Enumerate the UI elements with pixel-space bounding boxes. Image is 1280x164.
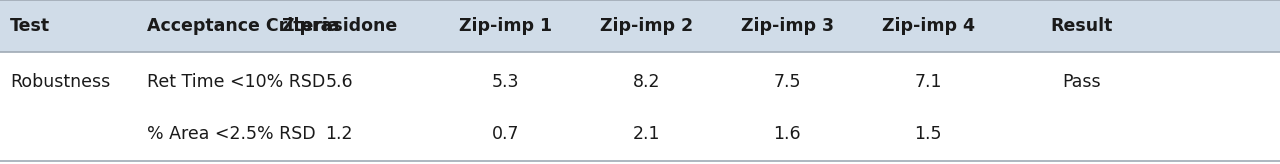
Text: 0.7: 0.7 (492, 125, 520, 144)
Text: Zip-imp 3: Zip-imp 3 (741, 17, 833, 35)
Text: 7.5: 7.5 (773, 73, 801, 91)
Text: Ziprasidone: Ziprasidone (282, 17, 397, 35)
Text: Ret Time <10% RSD: Ret Time <10% RSD (147, 73, 325, 91)
Text: Robustness: Robustness (10, 73, 110, 91)
Text: Zip-imp 4: Zip-imp 4 (882, 17, 974, 35)
Text: Result: Result (1051, 17, 1112, 35)
Text: 7.1: 7.1 (914, 73, 942, 91)
Text: Zip-imp 2: Zip-imp 2 (600, 17, 692, 35)
Text: 1.5: 1.5 (914, 125, 942, 144)
Text: 5.6: 5.6 (325, 73, 353, 91)
Text: Pass: Pass (1062, 73, 1101, 91)
Bar (0, 0, 1280, 52)
Text: Test: Test (10, 17, 50, 35)
Text: 1.2: 1.2 (325, 125, 353, 144)
Text: % Area <2.5% RSD: % Area <2.5% RSD (147, 125, 316, 144)
Text: 5.3: 5.3 (492, 73, 520, 91)
Text: 8.2: 8.2 (632, 73, 660, 91)
Text: Zip-imp 1: Zip-imp 1 (460, 17, 552, 35)
Text: Acceptance Criteria: Acceptance Criteria (147, 17, 340, 35)
Text: 2.1: 2.1 (632, 125, 660, 144)
Text: 1.6: 1.6 (773, 125, 801, 144)
